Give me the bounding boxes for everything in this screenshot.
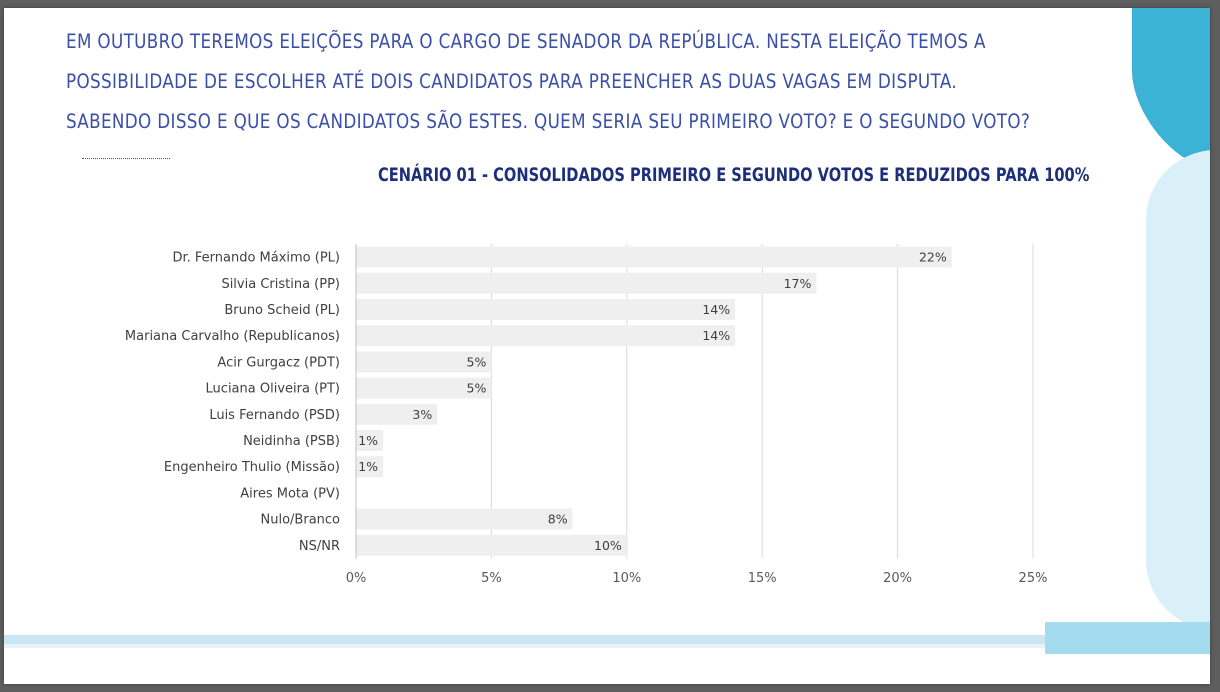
dotted-divider [82, 158, 170, 159]
decorative-footer-line-light [4, 644, 1149, 648]
category-label: Aires Mota (PV) [240, 486, 340, 501]
bar [356, 325, 736, 347]
data-label: 5% [467, 354, 487, 369]
bar [356, 508, 573, 530]
data-label: 14% [702, 328, 730, 343]
bar [356, 272, 817, 294]
category-label: Engenheiro Thulio (Missão) [164, 460, 340, 475]
chart-title: CENÁRIO 01 - CONSOLIDADOS PRIMEIRO E SEG… [378, 164, 1090, 186]
data-label: 17% [784, 276, 812, 291]
bar [356, 246, 952, 268]
category-label: Luciana Oliveira (PT) [206, 382, 340, 397]
data-label: 3% [412, 407, 432, 422]
data-label: 22% [919, 250, 947, 265]
category-label: NS/NR [299, 539, 340, 554]
bar [356, 299, 736, 320]
x-tick-label: 5% [481, 571, 502, 586]
decorative-footer-block [1045, 622, 1210, 654]
category-label: Luis Fernando (PSD) [209, 408, 340, 423]
x-tick-label: 25% [1019, 571, 1048, 586]
bar [356, 351, 492, 373]
x-tick-label: 15% [748, 571, 777, 586]
bar [356, 534, 627, 556]
x-tick-label: 20% [883, 571, 912, 586]
bar [356, 456, 384, 478]
bar [356, 403, 438, 425]
decorative-footer-line [4, 635, 1149, 644]
data-label: 1% [358, 459, 378, 474]
decorative-shape-light [1146, 150, 1210, 630]
intro-line-1: EM OUTUBRO TEREMOS ELEIÇÕES PARA O CARGO… [66, 30, 986, 53]
category-label: Nulo/Branco [261, 513, 341, 528]
data-label: 8% [548, 512, 568, 527]
x-tick-label: 10% [612, 571, 641, 586]
data-label: 1% [358, 433, 378, 448]
category-label: Dr. Fernando Máximo (PL) [172, 251, 340, 266]
data-label: 14% [702, 302, 730, 317]
bar [356, 377, 492, 399]
category-label: Acir Gurgacz (PDT) [217, 355, 340, 370]
category-label: Mariana Carvalho (Republicanos) [125, 329, 340, 344]
category-label: Neidinha (PSB) [243, 434, 340, 449]
intro-line-3: SABENDO DISSO E QUE OS CANDIDATOS SÃO ES… [66, 110, 1031, 133]
category-label: Silvia Cristina (PP) [221, 277, 340, 292]
intro-line-2: POSSIBILIDADE DE ESCOLHER ATÉ DOIS CANDI… [66, 70, 958, 93]
data-label: 5% [467, 381, 487, 396]
data-label: 10% [594, 538, 622, 553]
x-tick-label: 0% [346, 571, 367, 586]
intro-text: EM OUTUBRO TEREMOS ELEIÇÕES PARA O CARGO… [66, 22, 1031, 142]
bar [356, 430, 384, 451]
category-label: Bruno Scheid (PL) [224, 303, 340, 318]
